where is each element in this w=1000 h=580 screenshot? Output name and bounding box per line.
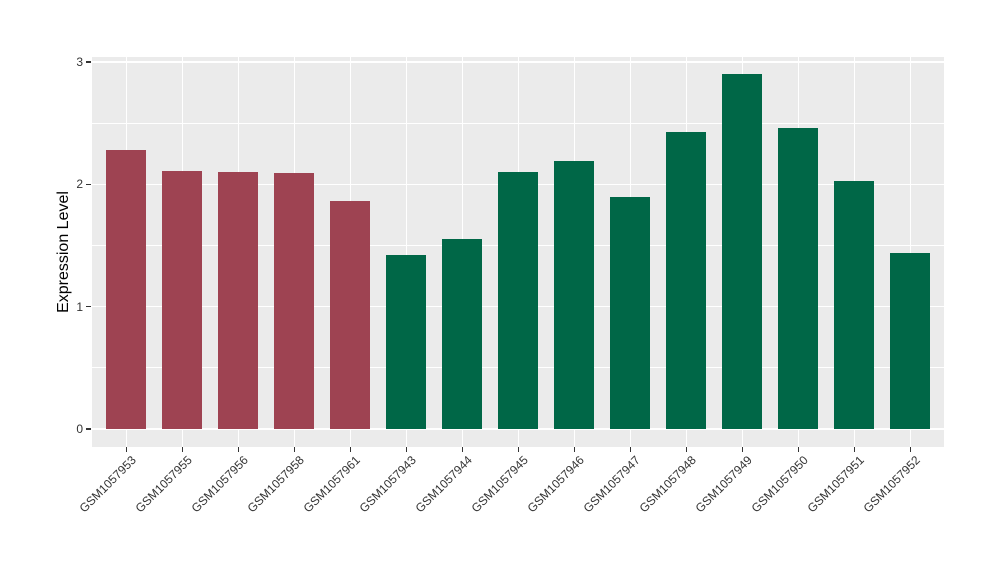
x-tick-mark-GSM1057947 <box>629 447 631 452</box>
y-tick-label-3: 3 <box>76 55 83 69</box>
bar-GSM1057953 <box>106 150 147 429</box>
x-tick-label-GSM1057945: GSM1057945 <box>468 453 532 516</box>
x-tick-label-GSM1057947: GSM1057947 <box>580 453 644 516</box>
x-tick-label-GSM1057951: GSM1057951 <box>804 453 868 516</box>
plot-panel <box>92 57 944 447</box>
x-tick-label-GSM1057948: GSM1057948 <box>636 453 700 516</box>
x-tick-mark-GSM1057945 <box>517 447 519 452</box>
bar-GSM1057949 <box>722 74 763 429</box>
x-tick-label-GSM1057950: GSM1057950 <box>748 453 812 516</box>
bar-GSM1057944 <box>442 239 483 429</box>
x-tick-label-GSM1057958: GSM1057958 <box>244 453 308 516</box>
x-tick-label-GSM1057953: GSM1057953 <box>76 453 140 516</box>
x-tick-label-GSM1057955: GSM1057955 <box>132 453 196 516</box>
major-gridline-x-GSM1057952 <box>909 57 912 447</box>
y-tick-mark-1 <box>86 306 91 308</box>
x-tick-label-GSM1057952: GSM1057952 <box>860 453 924 516</box>
x-tick-mark-GSM1057944 <box>461 447 463 452</box>
x-tick-mark-GSM1057943 <box>405 447 407 452</box>
y-tick-mark-3 <box>86 61 91 63</box>
bar-GSM1057961 <box>330 201 371 429</box>
y-tick-label-1: 1 <box>76 299 83 314</box>
x-tick-mark-GSM1057958 <box>293 447 295 452</box>
major-gridline-x-GSM1057943 <box>405 57 408 447</box>
bar-GSM1057952 <box>890 252 931 429</box>
x-tick-mark-GSM1057961 <box>349 447 351 452</box>
y-tick-mark-0 <box>86 428 91 430</box>
bar-GSM1057955 <box>162 170 203 429</box>
y-tick-mark-2 <box>86 183 91 185</box>
x-tick-label-GSM1057961: GSM1057961 <box>300 453 364 516</box>
x-tick-mark-GSM1057946 <box>573 447 575 452</box>
x-tick-mark-GSM1057949 <box>741 447 743 452</box>
x-tick-label-GSM1057943: GSM1057943 <box>356 453 420 516</box>
bar-GSM1057950 <box>778 128 819 429</box>
x-tick-mark-GSM1057956 <box>237 447 239 452</box>
y-axis-title: Expression Level <box>55 191 72 313</box>
bar-GSM1057958 <box>274 173 315 429</box>
x-tick-label-GSM1057949: GSM1057949 <box>692 453 756 516</box>
bar-GSM1057951 <box>834 180 875 429</box>
x-tick-mark-GSM1057951 <box>853 447 855 452</box>
bar-GSM1057946 <box>554 161 595 429</box>
bar-GSM1057956 <box>218 172 259 429</box>
x-tick-label-GSM1057956: GSM1057956 <box>188 453 252 516</box>
x-tick-label-GSM1057946: GSM1057946 <box>524 453 588 516</box>
bar-GSM1057943 <box>386 255 427 429</box>
bar-GSM1057947 <box>610 196 651 429</box>
y-tick-label-0: 0 <box>76 422 83 436</box>
x-tick-label-GSM1057944: GSM1057944 <box>412 453 476 516</box>
y-tick-label-2: 2 <box>76 177 83 192</box>
x-tick-mark-GSM1057953 <box>125 447 127 452</box>
x-tick-mark-GSM1057955 <box>181 447 183 452</box>
bar-GSM1057948 <box>666 131 707 429</box>
x-tick-mark-GSM1057952 <box>909 447 911 452</box>
x-tick-mark-GSM1057948 <box>685 447 687 452</box>
x-tick-mark-GSM1057950 <box>797 447 799 452</box>
bar-GSM1057945 <box>498 172 539 429</box>
